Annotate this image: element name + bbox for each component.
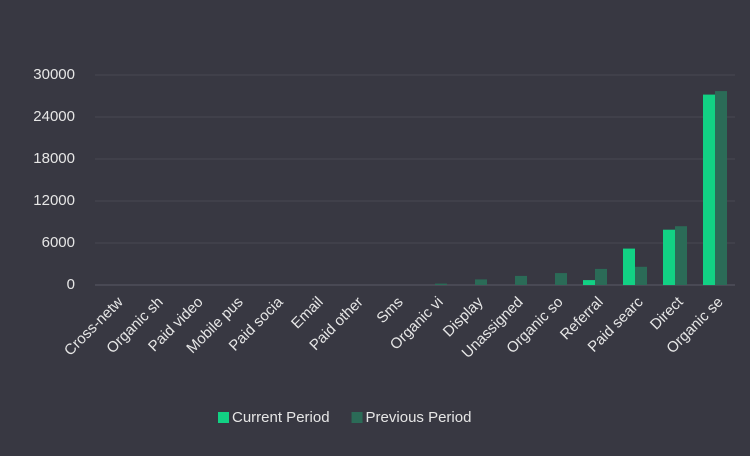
bar (435, 283, 447, 285)
bar (635, 266, 647, 285)
bar (515, 275, 527, 285)
x-tick-label: Sms (373, 294, 406, 327)
legend-swatch (351, 412, 363, 423)
bar (555, 273, 567, 285)
bar (583, 280, 595, 285)
legend-swatch (218, 412, 229, 423)
bar (675, 226, 687, 285)
y-tick-label: 18000 (33, 150, 75, 167)
y-tick-label: 0 (67, 276, 75, 293)
legend-label: Previous Period (366, 409, 472, 426)
y-tick-label: 30000 (33, 66, 75, 83)
legend-label: Current Period (232, 409, 330, 426)
bar (703, 94, 715, 285)
y-tick-label: 24000 (33, 108, 75, 125)
bar (663, 229, 675, 285)
bar (623, 248, 635, 285)
y-tick-label: 12000 (33, 192, 75, 209)
bar (715, 91, 727, 285)
y-tick-label: 6000 (42, 234, 75, 251)
bar (595, 268, 607, 285)
bar (475, 279, 487, 285)
